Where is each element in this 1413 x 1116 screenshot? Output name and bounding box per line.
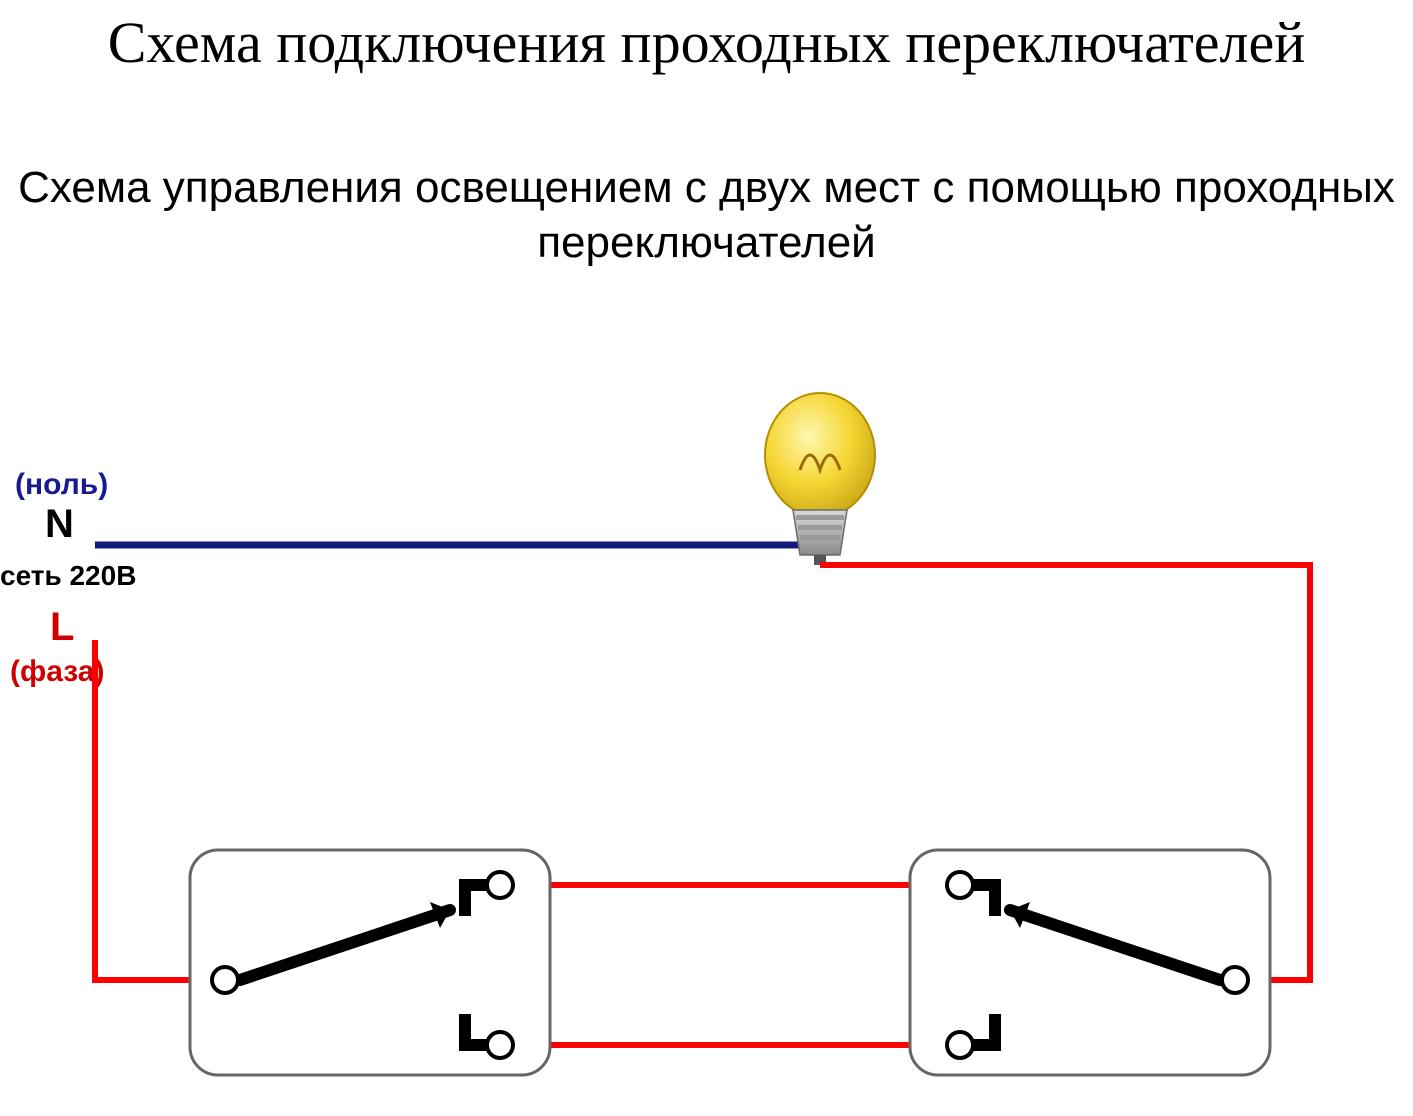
sw1-terminal-top	[487, 872, 513, 898]
sw2-terminal-bottom	[947, 1032, 973, 1058]
page-root: Схема подключения проходных переключател…	[0, 0, 1413, 1116]
sw1-terminal-bottom	[487, 1032, 513, 1058]
sw2-terminal-top	[947, 872, 973, 898]
wiring-diagram	[0, 0, 1413, 1116]
sw1-terminal-common	[212, 967, 238, 993]
sw2-terminal-common	[1222, 967, 1248, 993]
lightbulb-icon	[765, 393, 875, 565]
